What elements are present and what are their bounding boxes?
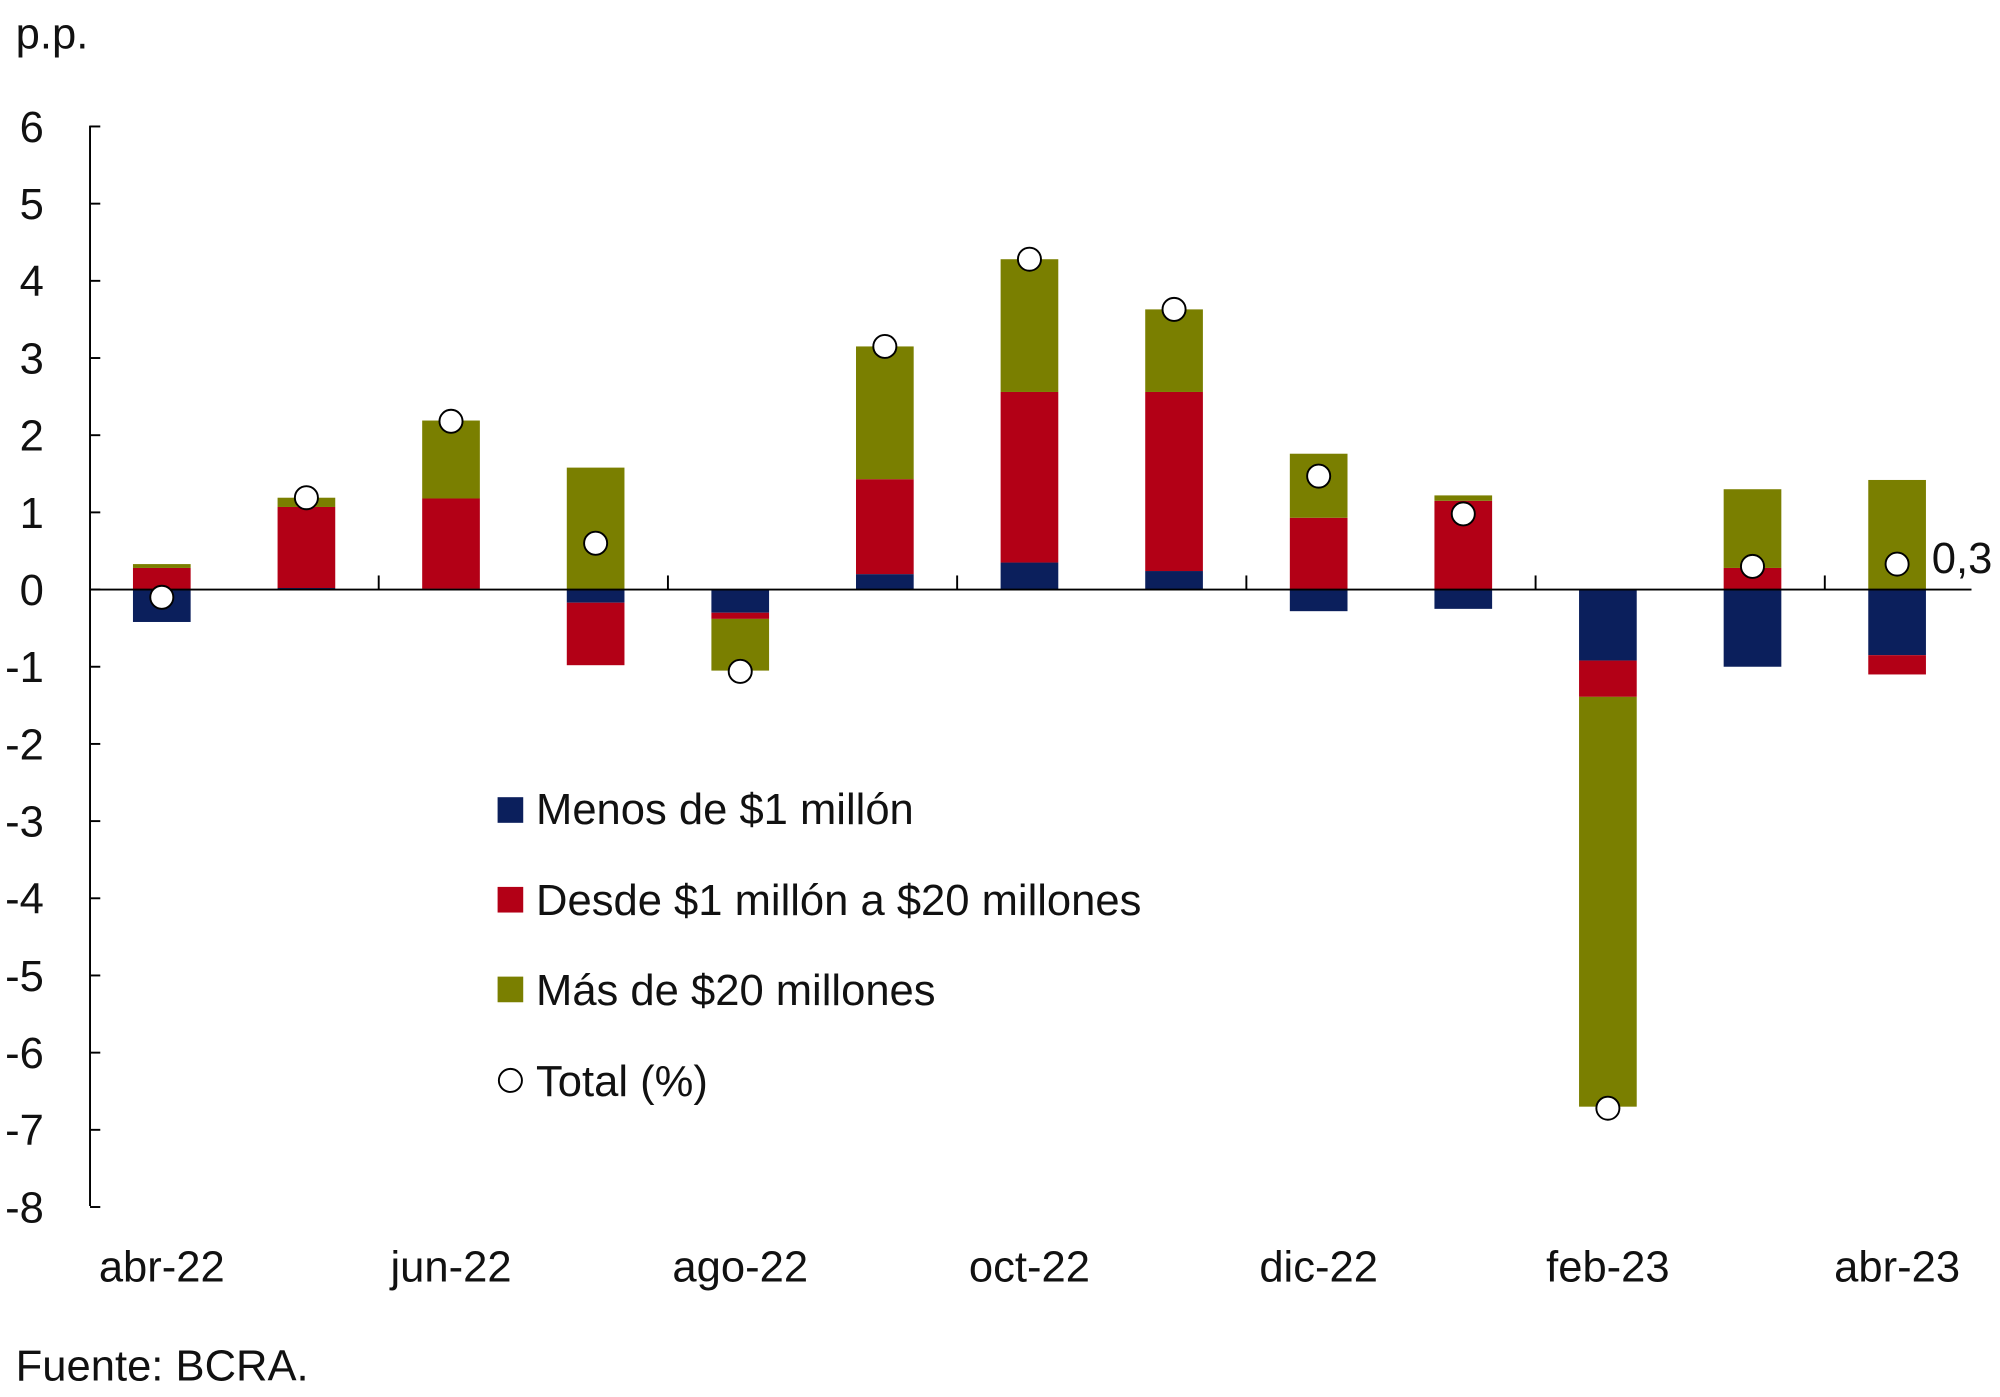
legend: Menos de $1 millón Desde $1 millón a $20… (497, 786, 1141, 1106)
total-point-abr-22 (149, 584, 175, 610)
bar-segment-abr-22-s1 (132, 567, 191, 590)
y-tick-label: -7 (5, 1107, 44, 1155)
bar-segment-abr-22-s2 (132, 564, 191, 568)
bar-segment-ene-23-s0 (1434, 589, 1493, 609)
legend-label-total: Total (%) (536, 1058, 708, 1106)
legend-marker-total (497, 1067, 523, 1093)
y-tick-label: -6 (5, 1030, 44, 1078)
bar-segment-ago-22-s1 (711, 612, 770, 619)
x-tick-label: abr-23 (1834, 1244, 1960, 1292)
bar-segment-feb-23-s1 (1579, 660, 1637, 697)
total-point-dic-22 (1306, 463, 1332, 489)
y-tick-label: 2 (20, 413, 44, 461)
y-tick-label: -2 (5, 721, 44, 769)
legend-label-desde: Desde $1 millón a $20 millones (536, 877, 1141, 925)
bar-segment-feb-23-s0 (1579, 589, 1637, 661)
y-tick-label: 6 (20, 104, 44, 152)
y-tick-label: 4 (20, 258, 44, 306)
y-tick-label: 5 (20, 181, 44, 229)
bar-segment-mar-23-s0 (1723, 589, 1782, 667)
x-tick-label: oct-22 (969, 1244, 1090, 1292)
total-point-feb-23 (1595, 1095, 1621, 1121)
bar-segment-dic-22-s0 (1289, 589, 1348, 612)
bar-segment-may-22-s1 (277, 506, 336, 589)
x-tick-label: jun-22 (388, 1244, 511, 1292)
total-point-jun-22 (438, 408, 464, 434)
x-tick-label: ago-22 (672, 1244, 808, 1292)
y-tick-label: 0 (20, 567, 44, 615)
total-point-oct-22 (1016, 246, 1042, 272)
x-tick-label: abr-22 (99, 1244, 225, 1292)
y-tick-label: -5 (5, 953, 44, 1001)
bar-segment-oct-22-s2 (1000, 259, 1059, 392)
y-tick-label: 1 (20, 490, 44, 538)
total-point-ago-22 (727, 658, 753, 684)
bar-segment-jul-22-s0 (566, 589, 625, 603)
legend-label-menos: Menos de $1 millón (536, 786, 914, 834)
source-note: Fuente: BCRA. (16, 1342, 309, 1390)
total-point-mar-23 (1739, 553, 1765, 579)
bar-segment-nov-22-s0 (1145, 571, 1203, 590)
bar-segment-ene-23-s2 (1434, 495, 1493, 501)
bar-segment-ago-22-s0 (711, 589, 770, 613)
x-tick-label: feb-23 (1546, 1244, 1670, 1292)
bar-segment-jul-22-s1 (566, 602, 625, 666)
bar-segment-sep-22-s1 (856, 479, 914, 575)
bar-segment-jun-22-s1 (422, 498, 480, 589)
y-tick-label: -1 (5, 644, 44, 692)
legend-swatch-mas (497, 976, 524, 1003)
x-tick-label: dic-22 (1259, 1244, 1378, 1292)
bar-segment-oct-22-s0 (1000, 562, 1059, 590)
bar-segment-jul-22-s2 (566, 467, 625, 590)
bar-segment-abr-23-s1 (1868, 655, 1926, 675)
total-point-may-22 (293, 485, 319, 511)
y-axis-unit-label: p.p. (16, 11, 89, 59)
total-point-ene-23 (1450, 501, 1476, 527)
legend-label-mas: Más de $20 millones (536, 967, 936, 1015)
legend-swatch-menos (497, 797, 524, 823)
bar-segment-abr-23-s0 (1868, 589, 1926, 656)
y-tick-label: -4 (5, 876, 44, 924)
bar-segment-feb-23-s2 (1579, 696, 1637, 1107)
y-tick-label: -8 (5, 1184, 44, 1232)
legend-swatch-desde (497, 886, 524, 913)
last-total-annotation: 0,3 (1932, 535, 1993, 583)
bar-segment-nov-22-s1 (1145, 391, 1203, 572)
bar-segment-sep-22-s2 (856, 346, 914, 480)
y-tick-label: -3 (5, 798, 44, 846)
y-tick-label: 3 (20, 335, 44, 383)
total-point-jul-22 (583, 530, 609, 556)
total-point-abr-23 (1884, 551, 1910, 577)
bar-segment-nov-22-s2 (1145, 309, 1203, 392)
bar-segment-sep-22-s0 (856, 574, 914, 590)
total-point-sep-22 (872, 333, 898, 359)
bar-segment-oct-22-s1 (1000, 391, 1059, 563)
bar-segment-dic-22-s1 (1289, 517, 1348, 590)
total-point-nov-22 (1161, 296, 1187, 322)
